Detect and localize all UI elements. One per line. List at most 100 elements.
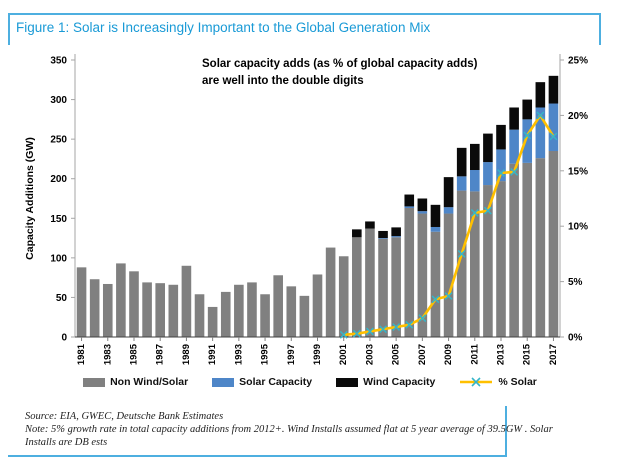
x-marker-icon	[497, 169, 505, 177]
bar-segment	[456, 190, 467, 337]
bar-segment	[378, 230, 388, 239]
bar-segment	[89, 279, 100, 337]
y-left-tick-label: 300	[50, 95, 67, 106]
bar-segment	[116, 263, 126, 337]
bar-segment	[483, 133, 493, 163]
x-tick-label: 1997	[286, 344, 297, 365]
bar-segment	[548, 75, 559, 104]
x-marker-icon	[510, 167, 519, 176]
bar-segment	[181, 265, 192, 337]
legend-item-wind-capacity: Wind Capacity	[336, 376, 435, 388]
bar-segment	[496, 181, 506, 337]
y-axis-title: Capacity Additions (GW)	[24, 137, 36, 260]
y-right-tick-label: 20%	[568, 111, 588, 122]
blue-swatch-icon	[212, 377, 235, 387]
x-tick-label: 2015	[522, 343, 533, 365]
bar-segment	[352, 237, 362, 337]
bar-segment	[548, 103, 559, 152]
legend-label: Wind Capacity	[363, 376, 436, 388]
x-tick-label: 2007	[417, 344, 428, 365]
x-tick-label: 2017	[548, 344, 559, 365]
x-tick-label: 1999	[312, 344, 323, 365]
figure-title: Figure 1: Solar is Increasingly Importan…	[16, 20, 431, 35]
x-marker-icon	[470, 208, 479, 217]
x-tick-label: 2003	[364, 344, 375, 365]
x-tick-label: 2013	[496, 344, 507, 365]
figure-title-box: Figure 1: Solar is Increasingly Importan…	[8, 13, 601, 45]
bar-segment	[286, 286, 297, 337]
bar-segment	[404, 194, 415, 207]
x-tick-label: 1995	[260, 343, 271, 365]
bar-segment	[365, 228, 375, 337]
line-marker-swatch-icon	[460, 377, 493, 387]
bar-segment	[378, 238, 388, 239]
black-swatch-icon	[336, 377, 359, 387]
legend-item-non-wind-solar: Non Wind/Solar	[83, 376, 188, 388]
chart-annotation: Solar capacity adds (as % of global capa…	[202, 56, 572, 90]
bar-segment	[129, 271, 139, 337]
bar-segment	[509, 163, 519, 337]
bar-segment	[102, 283, 113, 337]
bar-segment	[483, 162, 493, 186]
x-tick-label: 1985	[129, 343, 140, 365]
x-marker-icon	[523, 131, 532, 140]
x-tick-label: 2005	[391, 343, 402, 365]
legend-label: Non Wind/Solar	[110, 376, 189, 388]
y-left-tick-label: 250	[50, 135, 67, 146]
bar-segment	[391, 236, 401, 238]
bar-segment	[76, 267, 87, 337]
x-tick-label: 1993	[233, 344, 244, 365]
bar-segment	[548, 151, 559, 337]
x-marker-icon	[418, 314, 427, 323]
footnotes: Source: EIA, GWEC, Deutsche Bank Estimat…	[25, 410, 585, 449]
chart-legend: Non Wind/Solar Solar Capacity Wind Capac…	[0, 376, 620, 388]
bar-segment	[417, 213, 428, 337]
annotation-line-1: Solar capacity adds (as % of global capa…	[202, 58, 478, 70]
x-marker-icon	[483, 206, 492, 215]
bar-segment	[404, 206, 415, 208]
bar-segment	[273, 275, 283, 337]
legend-label: % Solar	[498, 376, 537, 388]
x-marker-icon	[457, 249, 466, 258]
bar-segment	[430, 226, 441, 232]
bar-segment	[312, 274, 323, 337]
bar-segment	[404, 208, 415, 337]
bar-segment	[338, 256, 349, 337]
x-tick-label: 2009	[443, 344, 454, 365]
bar-segment	[443, 177, 454, 208]
bar-segment	[470, 170, 480, 192]
x-marker-icon	[379, 325, 387, 334]
bar-segment	[352, 229, 362, 238]
x-marker-icon	[339, 330, 348, 339]
bar-segment	[470, 143, 480, 171]
bar-segment	[456, 176, 467, 191]
bar-segment	[430, 231, 441, 337]
bar-segment	[168, 284, 179, 337]
bar-segment	[443, 213, 454, 337]
bar-segment	[391, 237, 401, 337]
gray-swatch-icon	[83, 377, 106, 387]
bar-segment	[299, 295, 310, 337]
x-tick-label: 1983	[102, 344, 113, 365]
legend-item-pct-solar: % Solar	[459, 376, 537, 388]
y-left-tick-label: 100	[50, 253, 67, 264]
bar-segment	[391, 227, 401, 237]
x-marker-icon	[366, 327, 374, 336]
source-note: Source: EIA, GWEC, Deutsche Bank Estimat…	[25, 411, 224, 422]
bar-segment	[470, 191, 480, 337]
bar-segment	[535, 82, 546, 108]
y-left-tick-label: 350	[50, 56, 67, 67]
bar-segment	[509, 129, 519, 164]
bar-segment	[509, 107, 519, 130]
bar-segment	[417, 211, 428, 214]
y-right-tick-label: 5%	[568, 277, 583, 288]
legend-item-solar-capacity: Solar Capacity	[212, 376, 312, 388]
bar-segment	[142, 282, 152, 337]
x-tick-label: 1991	[207, 343, 218, 365]
x-marker-icon	[549, 132, 558, 141]
annotation-line-2: are well into the double digits	[202, 75, 364, 87]
y-right-tick-label: 25%	[568, 56, 588, 67]
bar-segment	[155, 283, 165, 337]
y-right-tick-label: 10%	[568, 222, 588, 233]
